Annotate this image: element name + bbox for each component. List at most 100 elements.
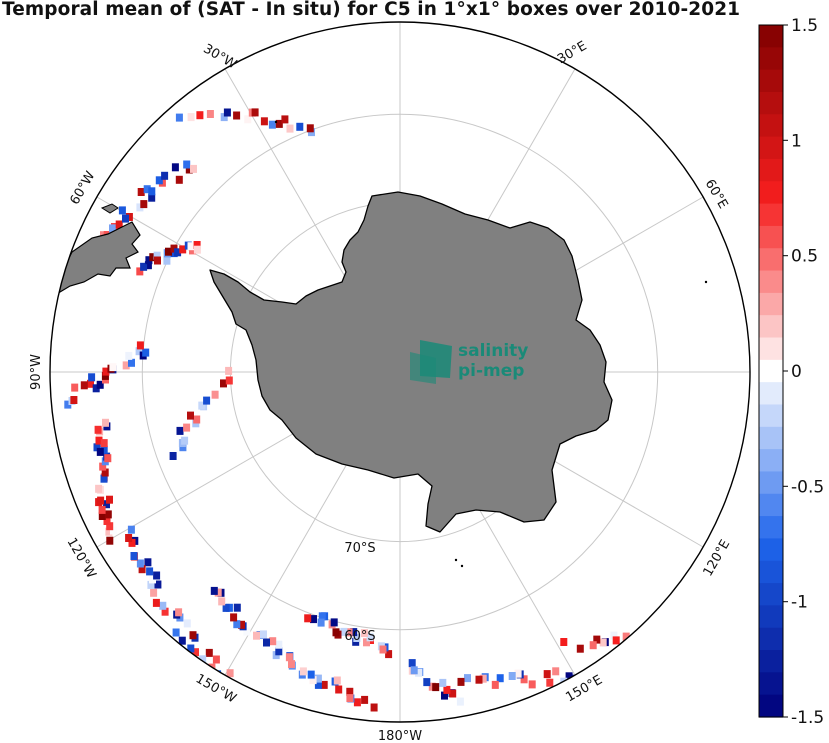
data-cell bbox=[296, 122, 304, 131]
data-cell bbox=[560, 638, 568, 646]
data-cell bbox=[233, 603, 241, 612]
data-cell bbox=[145, 256, 153, 265]
data-cell bbox=[147, 580, 155, 589]
data-cell bbox=[115, 220, 123, 229]
data-cell bbox=[238, 620, 245, 629]
data-cell bbox=[187, 242, 195, 251]
colorbar-tick-label: -0.5 bbox=[791, 477, 824, 497]
logo-text-pimep: pi-mep bbox=[458, 361, 524, 381]
data-cell bbox=[92, 384, 100, 393]
colorbar-swatch bbox=[759, 404, 783, 428]
data-cell bbox=[310, 615, 317, 624]
data-cell bbox=[103, 500, 110, 509]
data-cell bbox=[251, 108, 259, 117]
colorbar-swatch bbox=[759, 158, 783, 182]
data-cell bbox=[98, 512, 106, 520]
data-cell bbox=[193, 241, 201, 249]
colorbar-swatch bbox=[759, 672, 783, 696]
south-america-land bbox=[50, 203, 141, 302]
colorbar-tick-label: 0.5 bbox=[791, 247, 818, 267]
data-cell bbox=[370, 703, 378, 712]
colorbar-swatch bbox=[759, 248, 783, 272]
data-cell bbox=[475, 675, 483, 684]
data-cell bbox=[130, 552, 138, 560]
data-cell bbox=[146, 567, 154, 576]
colorbar-tick-label: 1 bbox=[791, 131, 802, 151]
colorbar-swatch bbox=[759, 426, 783, 450]
data-cell bbox=[330, 618, 338, 627]
small-island bbox=[274, 120, 278, 124]
data-cell bbox=[268, 120, 276, 129]
colorbar-ticks: 1.5 1 0.5 0 -0.5 -1 -1.5 bbox=[783, 16, 824, 728]
data-cell bbox=[286, 124, 294, 133]
data-cell bbox=[161, 171, 169, 180]
data-cell bbox=[576, 644, 584, 653]
data-cell bbox=[144, 558, 152, 567]
data-cell bbox=[206, 110, 214, 118]
data-cell bbox=[136, 341, 144, 350]
data-cell bbox=[154, 256, 161, 265]
data-cell bbox=[185, 165, 193, 174]
data-cell bbox=[332, 628, 340, 637]
data-cell bbox=[353, 634, 361, 642]
data-cell bbox=[275, 647, 283, 656]
data-cell bbox=[226, 669, 234, 678]
data-cell bbox=[306, 124, 314, 133]
data-cell bbox=[153, 251, 161, 260]
data-cell bbox=[449, 689, 457, 698]
data-cell bbox=[95, 436, 103, 445]
data-cell bbox=[353, 698, 361, 707]
data-cell bbox=[320, 680, 328, 689]
data-cell bbox=[106, 536, 114, 545]
data-cell bbox=[71, 383, 79, 392]
latitude-label: 60°S bbox=[344, 629, 375, 644]
data-cell bbox=[253, 631, 260, 640]
data-cell bbox=[552, 667, 560, 676]
colorbar-swatch bbox=[759, 538, 783, 562]
data-cell bbox=[385, 650, 393, 659]
colorbar-swatch bbox=[759, 91, 783, 115]
data-cell bbox=[179, 245, 187, 254]
data-cell bbox=[638, 630, 645, 639]
data-cell bbox=[88, 373, 96, 382]
data-cell bbox=[318, 612, 326, 621]
data-cell bbox=[366, 633, 374, 642]
data-cell bbox=[565, 672, 573, 681]
small-island bbox=[460, 564, 464, 568]
data-cell bbox=[175, 608, 183, 617]
data-cell bbox=[220, 113, 228, 122]
data-cell bbox=[244, 115, 252, 124]
data-cell bbox=[520, 675, 528, 684]
data-cell bbox=[101, 468, 109, 477]
data-cell bbox=[175, 113, 183, 122]
data-cell bbox=[153, 571, 161, 580]
data-cell bbox=[189, 631, 197, 640]
data-cell bbox=[443, 685, 451, 694]
data-cell bbox=[275, 119, 283, 128]
data-cell bbox=[142, 348, 150, 357]
colorbar-swatch bbox=[759, 315, 783, 339]
data-cell bbox=[439, 678, 447, 687]
data-cell bbox=[183, 619, 191, 628]
data-cell bbox=[546, 678, 554, 687]
data-cell bbox=[363, 638, 370, 647]
data-cell bbox=[260, 630, 267, 639]
data-cell bbox=[223, 108, 231, 117]
data-cell bbox=[125, 534, 133, 542]
data-cell bbox=[110, 526, 117, 535]
colorbar: 1.5 1 0.5 0 -0.5 -1 -1.5 bbox=[758, 16, 824, 728]
data-cell bbox=[174, 248, 182, 257]
data-cell bbox=[514, 669, 522, 678]
data-cell bbox=[190, 164, 197, 173]
data-cell bbox=[187, 411, 194, 420]
data-cell bbox=[225, 366, 233, 375]
colorbar-swatch bbox=[759, 605, 783, 629]
colorbar-swatch bbox=[759, 225, 783, 249]
data-cell bbox=[150, 588, 158, 597]
data-cell bbox=[187, 113, 195, 122]
data-cell bbox=[299, 667, 307, 676]
meridian-line bbox=[224, 68, 367, 315]
data-cell bbox=[95, 484, 103, 493]
data-cell bbox=[593, 635, 601, 644]
data-cell bbox=[269, 637, 277, 646]
